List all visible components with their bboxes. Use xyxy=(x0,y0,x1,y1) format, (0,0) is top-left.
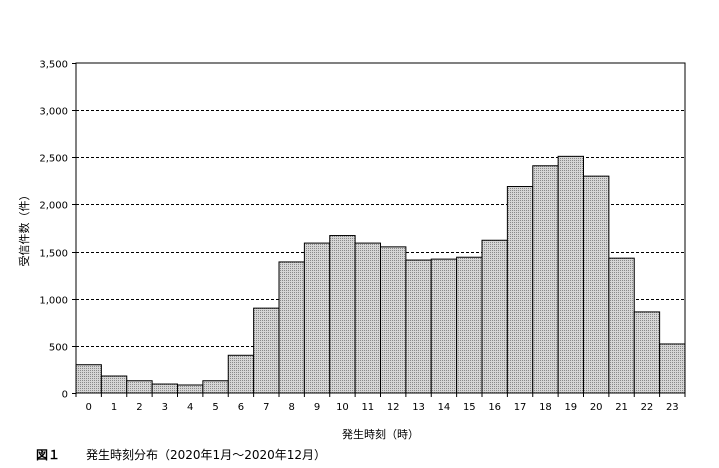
bar-19 xyxy=(557,155,584,394)
y-tick-label: 2,500 xyxy=(39,154,68,165)
x-tick-label: 11 xyxy=(361,402,374,413)
x-tick-label: 8 xyxy=(289,402,295,413)
bar-8 xyxy=(278,261,305,394)
x-tick-label: 20 xyxy=(590,402,603,413)
x-tick-label: 10 xyxy=(336,402,349,413)
bar-9 xyxy=(303,242,331,394)
y-tick-label: 1,500 xyxy=(39,249,68,260)
x-tick-label: 19 xyxy=(564,402,577,413)
bar-20 xyxy=(583,175,610,394)
bar-6 xyxy=(227,354,255,394)
x-tick-label: 21 xyxy=(615,402,628,413)
bar-22 xyxy=(633,311,661,394)
bar-21 xyxy=(608,257,635,394)
y-tick-label: 0 xyxy=(62,390,68,401)
bar-1 xyxy=(100,375,128,394)
x-tick-label: 2 xyxy=(136,402,142,413)
x-tick-label: 0 xyxy=(86,402,92,413)
bar-2 xyxy=(126,380,153,394)
bar-18 xyxy=(532,165,559,394)
bar-0 xyxy=(75,364,102,394)
y-tick-label: 3,500 xyxy=(39,60,68,71)
x-tick-label: 6 xyxy=(238,402,244,413)
y-tick-label: 3,000 xyxy=(39,107,68,118)
y-tick-label: 1,000 xyxy=(39,296,68,307)
bar-10 xyxy=(329,235,356,394)
bar-14 xyxy=(430,258,458,394)
x-tick-label: 4 xyxy=(187,402,193,413)
x-tick-label: 23 xyxy=(666,402,679,413)
bar-3 xyxy=(151,383,178,394)
bar-4 xyxy=(177,384,204,394)
x-axis-ticks: 0 1 2 3 4 5 6 7 8 9 10 11 12 13 14 15 16 17 18 19 20 21 22 23 xyxy=(75,393,686,413)
bar-7 xyxy=(253,307,280,394)
x-tick-label: 18 xyxy=(539,402,552,413)
figure-number: 図１ xyxy=(36,448,61,462)
x-tick-label: 17 xyxy=(514,402,527,413)
y-axis-ticks: 0 500 1,000 1,500 2,000 2,500 3,000 3,500 xyxy=(39,60,76,401)
bar-5 xyxy=(202,380,229,394)
x-tick-label: 1 xyxy=(111,402,117,413)
y-tick-label: 500 xyxy=(49,343,68,354)
x-tick-label: 16 xyxy=(488,402,501,413)
bars xyxy=(75,155,686,394)
figure-caption-text: 発生時刻分布（2020年1月～2020年12月） xyxy=(86,448,326,462)
bar-16 xyxy=(481,239,508,394)
x-tick-label: 22 xyxy=(641,402,654,413)
bar-15 xyxy=(456,256,483,394)
x-tick-label: 13 xyxy=(412,402,425,413)
x-tick-label: 5 xyxy=(212,402,218,413)
x-tick-label: 15 xyxy=(463,402,476,413)
bar-11 xyxy=(354,242,381,394)
x-tick-label: 12 xyxy=(387,402,400,413)
x-tick-label: 14 xyxy=(438,402,451,413)
y-tick-label: 2,000 xyxy=(39,201,68,212)
x-tick-label: 3 xyxy=(162,402,168,413)
x-tick-label: 9 xyxy=(314,402,320,413)
x-tick-label: 7 xyxy=(263,402,269,413)
x-axis-label: 発生時刻（時） xyxy=(342,427,419,441)
bar-13 xyxy=(405,259,432,394)
y-axis-label: 受信件数（件） xyxy=(18,190,31,267)
figure-caption: 図１ 発生時刻分布（2020年1月～2020年12月） xyxy=(36,446,326,463)
bar-17 xyxy=(506,186,534,394)
bar-23 xyxy=(659,343,686,394)
bar-12 xyxy=(380,246,407,394)
